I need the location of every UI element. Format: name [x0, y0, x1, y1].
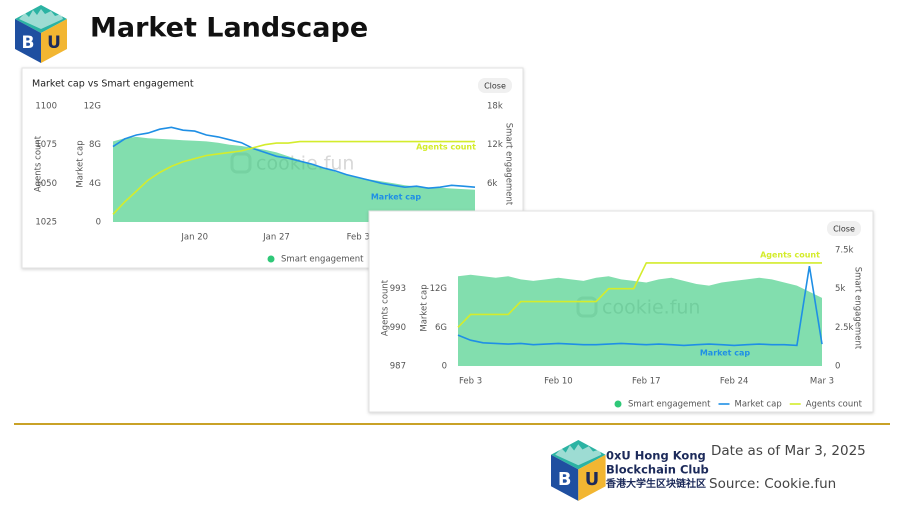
chart-panel: Closecookie.fun987990993Agents count06G1…: [368, 210, 874, 413]
club-name-cn: 香港大学生区块链社区: [606, 477, 706, 490]
legend-label: Market cap: [735, 400, 782, 410]
x-tick-label: Feb 3: [347, 233, 370, 243]
legend-marker: [267, 255, 275, 263]
y3-tick-label: 18k: [487, 102, 503, 112]
x-tick-label: Feb 10: [544, 377, 573, 387]
y2-tick-label: 4G: [89, 179, 101, 189]
close-button[interactable]: Close: [827, 221, 861, 236]
legend-label: Smart engagement: [281, 255, 364, 265]
y3-tick-label: 2.5k: [835, 323, 854, 333]
close-button-bg[interactable]: [478, 78, 512, 93]
annotation: Market cap: [371, 193, 422, 202]
line: [457, 265, 823, 347]
date-note: Date as of Mar 3, 2025: [711, 443, 866, 459]
y3-axis-title: Smart engagement: [853, 267, 863, 350]
y-axis-title: Agents count: [381, 279, 391, 336]
y2-tick-label: 12G: [84, 102, 101, 112]
close-button[interactable]: Close: [478, 78, 512, 93]
x-tick-label: Feb 3: [459, 377, 482, 387]
x-tick-label: Jan 20: [180, 233, 208, 243]
x-tick-label: Feb 24: [720, 377, 749, 387]
y3-tick-label: 0: [835, 362, 840, 372]
y2-tick-label: 12G: [430, 284, 447, 294]
source-note: Source: Cookie.fun: [709, 476, 836, 492]
charts: Market cap vs Smart engagementClosecooki…: [21, 67, 874, 413]
close-button-label[interactable]: Close: [484, 82, 506, 91]
x-tick-label: Jan 27: [262, 233, 290, 243]
x-tick-label: Feb 17: [632, 377, 661, 387]
y2-tick-label: 0: [96, 218, 101, 228]
y2-tick-label: 8G: [89, 140, 101, 150]
y2-axis-title: Market cap: [76, 140, 86, 187]
club-name: Blockchain Club: [606, 463, 709, 477]
y2-axis-title: Market cap: [420, 284, 430, 331]
y-tick-label: 1050: [35, 179, 57, 189]
y-tick-label: 1025: [35, 218, 57, 228]
logo-letter: B: [558, 469, 572, 490]
line: [457, 262, 822, 328]
club-logo: B U: [551, 440, 606, 501]
x-tick-label: Mar 3: [810, 377, 834, 387]
chart-title: Market cap vs Smart engagement: [32, 79, 194, 90]
line: [112, 140, 475, 215]
club-name: 0xU Hong Kong: [606, 449, 706, 463]
line: [112, 126, 476, 190]
legend-marker: [614, 400, 622, 408]
y-tick-label: 1100: [35, 102, 57, 112]
y3-axis-title: Smart engagement: [504, 123, 514, 206]
area: [458, 274, 822, 366]
annotation: Market cap: [700, 349, 751, 358]
y3-tick-label: 6k: [487, 179, 497, 189]
annotation: Agents count: [760, 251, 820, 260]
annotation: Agents count: [416, 143, 476, 152]
y-axis-title: Agents count: [34, 135, 44, 192]
legend-label: Agents count: [806, 400, 863, 410]
y-tick-label: 990: [390, 323, 406, 333]
y2-tick-label: 0: [442, 362, 447, 372]
logo: B U: [15, 5, 67, 63]
y-tick-label: 987: [390, 362, 406, 372]
y2-tick-label: 6G: [435, 323, 447, 333]
logo-letter: B: [22, 33, 35, 53]
y3-tick-label: 7.5k: [835, 246, 854, 256]
y-tick-label: 1075: [35, 140, 57, 150]
logo-letter: U: [47, 33, 61, 53]
logo-letter: U: [585, 469, 599, 490]
slide-title: Market Landscape: [90, 13, 368, 44]
area: [113, 136, 475, 222]
y3-tick-label: 5k: [835, 284, 845, 294]
legend-label: Smart engagement: [628, 400, 711, 410]
y-tick-label: 993: [390, 284, 406, 294]
close-button-bg[interactable]: [827, 221, 861, 236]
close-button-label[interactable]: Close: [833, 225, 855, 234]
y3-tick-label: 12k: [487, 140, 503, 150]
